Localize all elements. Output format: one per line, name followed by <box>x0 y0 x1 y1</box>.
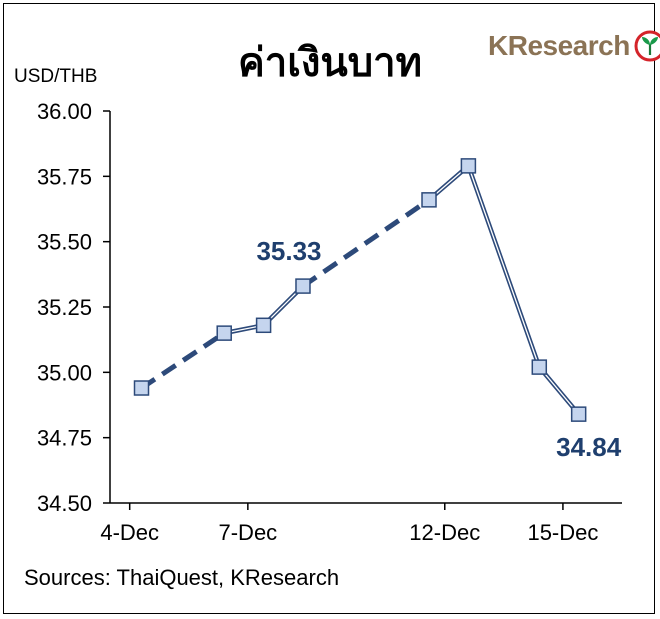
x-tick-label: 7-Dec <box>219 520 278 545</box>
data-point-marker <box>531 359 548 375</box>
x-tick-label: 12-Dec <box>409 520 480 545</box>
data-label: 34.84 <box>556 432 622 462</box>
data-point-marker <box>460 158 477 174</box>
y-tick-label: 34.50 <box>37 491 92 516</box>
series-segment-highlight <box>467 165 540 368</box>
chart-frame <box>3 3 655 614</box>
y-tick-label: 36.00 <box>37 99 92 124</box>
data-point-marker <box>255 317 272 334</box>
x-tick-label: 4-Dec <box>100 520 159 545</box>
kbank-leaf-icon <box>634 30 660 62</box>
source-note: Sources: ThaiQuest, KResearch <box>24 565 340 590</box>
data-point-marker <box>570 406 587 422</box>
data-point-marker <box>295 278 311 294</box>
logo-text: KResearch <box>488 30 630 61</box>
y-tick-label: 35.50 <box>37 230 92 255</box>
series-segment-dashed <box>301 197 431 289</box>
y-tick-label: 35.25 <box>37 295 92 320</box>
y-tick-label: 35.00 <box>37 360 92 385</box>
data-point-marker <box>421 192 437 208</box>
data-point-marker <box>133 380 150 396</box>
series-segment-dashed <box>140 331 226 391</box>
y-axis-unit: USD/THB <box>14 66 98 87</box>
y-tick-label: 34.75 <box>37 426 92 451</box>
data-label: 35.33 <box>256 236 321 266</box>
x-tick-label: 15-Dec <box>527 520 598 545</box>
series-segment-highlight <box>538 366 580 415</box>
data-point-marker <box>216 325 232 341</box>
kresearch-logo: KResearch <box>488 28 660 64</box>
chart-title: ค่าเงินบาท <box>238 40 422 86</box>
y-tick-label: 35.75 <box>37 164 92 189</box>
